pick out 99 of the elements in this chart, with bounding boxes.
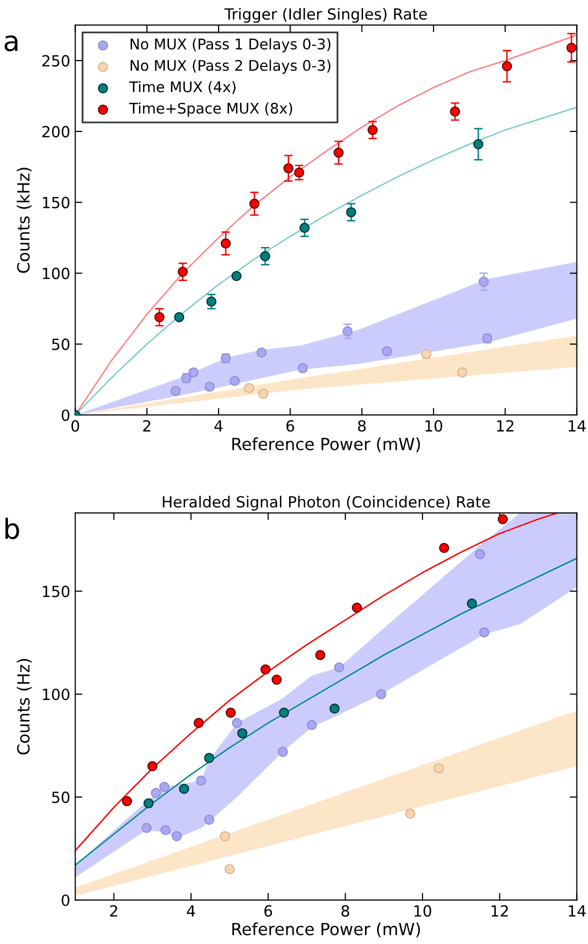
x-tick-label: 4 [214, 420, 223, 432]
x-tick-label: 10 [425, 420, 442, 432]
point [144, 798, 154, 808]
y-tick-label: 150 [42, 586, 70, 598]
point [122, 796, 132, 806]
point [346, 207, 356, 218]
point [178, 266, 188, 277]
point [566, 42, 577, 53]
y-tick-label: 100 [42, 268, 70, 280]
point [230, 376, 240, 386]
point [342, 326, 353, 336]
point [170, 386, 181, 396]
point [260, 664, 271, 674]
point [142, 822, 152, 834]
point [160, 824, 171, 836]
legend-label: Time+Space MUX (8x) [129, 102, 292, 117]
point [272, 674, 282, 685]
point [466, 598, 477, 609]
text: a [4, 35, 18, 52]
y-axis-title: Counts (kHz) [16, 168, 32, 273]
point [206, 296, 216, 307]
point [249, 198, 260, 209]
point [474, 549, 486, 560]
y-tick-label: 250 [42, 55, 70, 67]
point [220, 831, 230, 842]
point [231, 270, 242, 282]
point [258, 388, 268, 399]
point [196, 776, 206, 786]
y-tick-label: 50 [52, 792, 70, 804]
x-tick-label: 14 [568, 905, 586, 916]
point [194, 718, 204, 728]
point [147, 761, 158, 772]
x-tick-label: 8 [358, 420, 366, 432]
point [473, 139, 484, 150]
point [294, 167, 304, 178]
y-tick-label: 0 [62, 409, 70, 422]
point [334, 662, 344, 672]
point [224, 864, 235, 874]
point [204, 814, 214, 825]
chart-title: Trigger (Idler Singles) Rate [224, 8, 427, 23]
x-tick-label: 12 [497, 420, 514, 432]
point [329, 703, 340, 714]
x-tick-label: 12 [492, 905, 508, 916]
x-tick-label: 8 [342, 905, 350, 917]
point [278, 708, 290, 718]
point [204, 752, 214, 764]
point [150, 788, 161, 798]
legend-label: No MUX (Pass 1 Delays 0-3) [130, 38, 330, 52]
x-tick-label: 2 [110, 905, 118, 916]
text: b [5, 518, 20, 540]
point [220, 238, 231, 248]
x-tick-label: 6 [264, 905, 272, 917]
point [502, 61, 512, 72]
point [283, 163, 294, 174]
x-tick-label: 14 [568, 420, 586, 432]
point [450, 106, 460, 117]
point [179, 784, 190, 794]
x-tick-label: 4 [186, 905, 196, 916]
point [237, 728, 248, 738]
point [260, 251, 270, 262]
point [376, 689, 386, 700]
line-series [75, 558, 577, 866]
point [434, 763, 444, 774]
legend-label: No MUX (Pass 2 Delays 0-3) [130, 60, 330, 74]
point [368, 124, 378, 136]
point [244, 382, 254, 394]
point [478, 276, 489, 287]
point [457, 367, 468, 378]
y-tick-label: 150 [42, 196, 70, 208]
point [174, 312, 184, 322]
x-axis-title: Reference Power (mW) [232, 437, 420, 452]
chart-title: Heralded Signal Photon (Coincidence) Rate [162, 496, 490, 511]
point [278, 746, 288, 757]
point [232, 718, 242, 728]
point [479, 627, 490, 638]
point [172, 831, 182, 842]
point [154, 312, 165, 322]
y-tick-label: 50 [52, 338, 70, 350]
point [315, 650, 326, 660]
x-tick-label: 10 [414, 905, 432, 917]
point [439, 542, 450, 554]
x-tick-label: 2 [143, 420, 150, 432]
x-tick-label: 0 [71, 420, 80, 432]
y-axis-title: Counts (Hz) [16, 659, 32, 754]
point [498, 514, 508, 524]
x-tick-label: 6 [286, 420, 294, 432]
legend-label: Time MUX (4x) [129, 81, 236, 94]
point [299, 222, 310, 233]
point [405, 808, 416, 819]
point [334, 148, 344, 158]
y-tick-label: 100 [42, 688, 70, 700]
point [352, 602, 362, 613]
point [226, 708, 236, 718]
x-axis-title: Reference Power (mW) [232, 922, 420, 938]
point [159, 782, 170, 792]
y-tick-label: 200 [42, 126, 70, 138]
y-tick-label: 0 [62, 894, 70, 906]
point [204, 382, 215, 392]
point [306, 720, 317, 730]
